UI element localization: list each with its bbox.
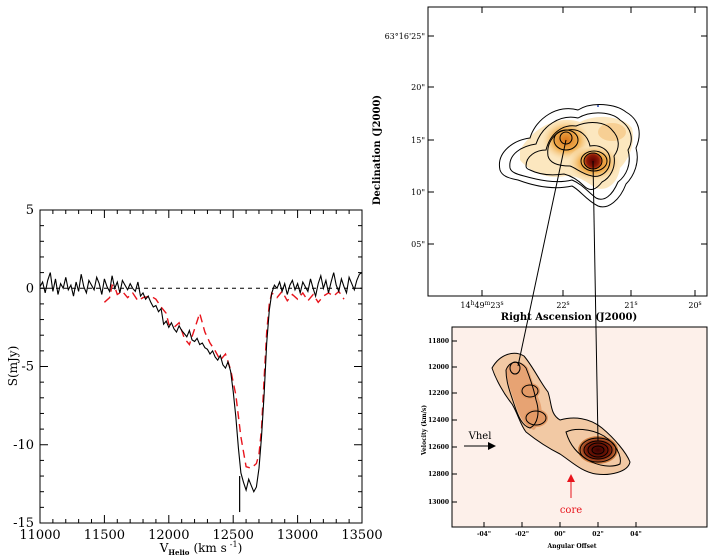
y-tick-label: -5: [21, 360, 34, 375]
pv-ytick-2: 12200: [428, 390, 449, 397]
sky-map-panel: 63°16'25" 20" 15" 10" 05" 14h49m23s 22s …: [372, 6, 708, 323]
spectrum-frame: [39, 209, 363, 524]
sky-map-xlabel: Right Ascension (J2000): [501, 312, 637, 323]
contour-1: [498, 104, 640, 208]
y-tick-label: -10: [13, 438, 34, 453]
pv-core: [578, 436, 618, 464]
pv-xtick-4: 04": [630, 531, 641, 538]
y-tick-label: -15: [13, 516, 34, 531]
spectrum-xlabel: VHelio (km s -1): [159, 540, 243, 557]
ra-tick-21: 21s: [624, 300, 637, 310]
vhel-arrowhead: [488, 442, 496, 450]
x-tick-label: 13000: [277, 528, 318, 543]
sky-map-ticks: [428, 7, 707, 296]
connector-core: [592, 160, 599, 442]
x-tick-label: 13500: [341, 528, 382, 543]
pv-ytick-6: 13000: [428, 499, 449, 506]
sky-map-ylabel: Declination (J2000): [372, 95, 383, 205]
x-tick-label: 11500: [84, 528, 125, 543]
xlabel-exp: -1: [230, 540, 238, 549]
x-tick-label: 12000: [148, 528, 189, 543]
pv-ytick-1: 12000: [428, 364, 449, 371]
contour-2: [509, 112, 632, 200]
emission-ne: [598, 123, 626, 141]
pv-xtick-0: -04": [477, 531, 491, 538]
sky-map-emission: [520, 116, 634, 189]
xlabel-sub: Helio: [168, 548, 189, 557]
pv-xtick-3: 02": [592, 531, 603, 538]
spectrum-panel: 11000 11500 12000 12500 13000 13500 5 0 -5 -10 -15…: [6, 203, 383, 557]
spectrum-series-black-solid: [39, 272, 363, 493]
spectrum-series-red-dashed: [103, 283, 345, 469]
pv-emission: [492, 353, 630, 475]
y-tick-label: 0: [26, 281, 34, 296]
spectrum-ylabel: S(mJy): [6, 346, 20, 387]
dec-tick-10: 10": [411, 188, 425, 197]
pv-ytick-0: 11800: [428, 338, 449, 345]
contour-5: [553, 129, 579, 151]
spectrum-tick-labels: 11000 11500 12000 12500 13000 13500 5 0 -5 -10 -15: [13, 203, 383, 543]
dec-tick-05: 05": [411, 240, 425, 249]
ra-tick-23: 14h49m23s: [460, 300, 503, 310]
y-tick-label: 5: [26, 203, 34, 218]
x-tick-label: 11000: [19, 528, 60, 543]
contour-3: [525, 122, 619, 190]
pv-ticks: [452, 340, 637, 527]
pv-ylabel: Velocity (km/s): [421, 405, 428, 456]
dec-tick-20: 20": [411, 83, 425, 92]
pv-blob-mid: [524, 409, 548, 427]
spectrum-ticks: [39, 209, 363, 524]
contour-6: [559, 131, 573, 145]
dec-tick-15: 15": [411, 136, 425, 145]
dec-tick-25: 63°16'25": [385, 32, 425, 41]
pv-xlabel: Angular Offset: [546, 543, 596, 550]
ra-tick-20: 20s: [688, 300, 701, 310]
connector-nw: [517, 139, 567, 367]
x-tick-label: 12500: [213, 528, 254, 543]
ra-tick-22: 22s: [556, 300, 569, 310]
pv-panel: 11800 12000 12200 12400 12600 12800 1300…: [421, 326, 708, 550]
pv-ytick-4: 12600: [428, 444, 449, 451]
xlabel-v: V: [159, 541, 169, 555]
core-label: core: [560, 505, 582, 516]
xlabel-close: ): [238, 541, 243, 555]
pv-ytick-5: 12800: [428, 471, 449, 478]
pv-xtick-1: -02": [515, 531, 529, 538]
connector-lines: [517, 139, 599, 442]
contour-7: [580, 150, 608, 172]
pv-xtick-2: 00": [554, 531, 565, 538]
core-arrowhead: [567, 474, 575, 482]
pv-ytick-3: 12400: [428, 417, 449, 424]
xlabel-unit: (km s: [193, 541, 226, 555]
vhel-label: Vhel: [468, 431, 492, 442]
